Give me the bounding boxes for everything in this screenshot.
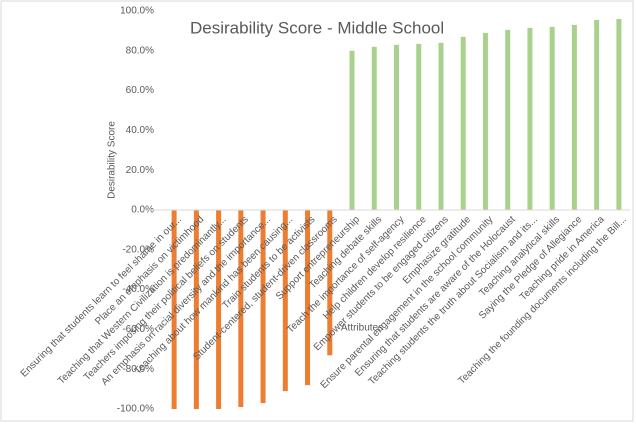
bar <box>327 210 333 356</box>
bar <box>260 210 266 404</box>
bar <box>571 24 577 211</box>
y-tick-label: 60.0% <box>126 85 154 96</box>
y-tick-label: 80.0% <box>126 45 154 56</box>
y-tick-label: 40.0% <box>126 125 154 136</box>
bar <box>527 27 533 210</box>
y-tick-label: -100.0% <box>117 404 154 415</box>
bar <box>238 210 244 408</box>
y-tick-label: 20.0% <box>126 165 154 176</box>
y-tick-label: 100.0% <box>120 6 154 17</box>
bar <box>416 43 422 211</box>
chart-title: Desirability Score - Middle School <box>190 18 444 37</box>
bar <box>616 18 622 211</box>
bar <box>594 19 600 210</box>
bar <box>282 210 288 392</box>
bar <box>171 210 177 409</box>
y-axis-title: Desirability Score <box>107 121 118 199</box>
y-tick-label: -20.0% <box>122 244 154 255</box>
bar <box>482 32 488 210</box>
y-tick-label: -60.0% <box>122 324 154 335</box>
bar <box>394 44 399 210</box>
bar <box>305 210 311 386</box>
x-axis-title: Attributes <box>341 323 383 334</box>
bar <box>549 26 555 211</box>
bar <box>371 46 377 210</box>
y-tick-label: -40.0% <box>122 284 154 295</box>
bar <box>349 50 355 210</box>
bar <box>460 36 466 211</box>
bar <box>216 210 222 409</box>
bar <box>438 42 444 211</box>
bar <box>193 210 199 409</box>
bar <box>505 29 511 211</box>
y-tick-label: -80.0% <box>122 364 154 375</box>
